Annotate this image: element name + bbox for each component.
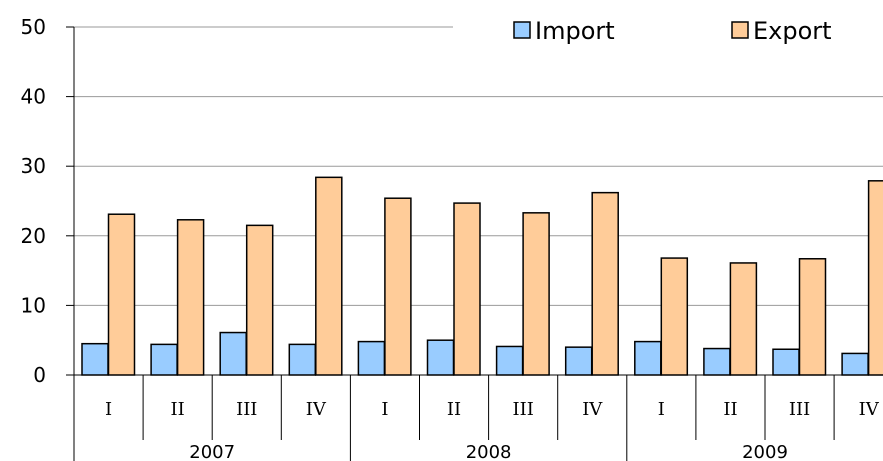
bar-export	[591, 191, 619, 376]
y-tick-label: 10	[21, 293, 46, 317]
bar-export	[867, 180, 883, 376]
bar-export	[522, 212, 550, 376]
bar-import	[772, 348, 800, 376]
quarter-label: II	[447, 399, 461, 420]
bar-import	[426, 339, 455, 376]
quarter-label: III	[789, 399, 810, 420]
bar-import	[357, 340, 386, 376]
y-tick-label: 20	[21, 224, 46, 248]
bar-import	[841, 352, 869, 376]
quarter-label: III	[236, 399, 257, 420]
year-label: 2007	[189, 442, 235, 461]
quarter-label: I	[105, 399, 112, 420]
bar-export	[798, 258, 827, 376]
y-tick-label: 50	[21, 15, 46, 39]
bar-import	[564, 346, 593, 376]
bar-import	[288, 343, 317, 376]
y-tick-label: 40	[21, 85, 46, 109]
quarter-label: IV	[306, 399, 327, 420]
quarter-label: II	[723, 399, 737, 420]
bar-export	[245, 224, 274, 376]
quarter-label: II	[171, 399, 185, 420]
legend-swatch-export	[731, 21, 749, 39]
legend-label-import: Import	[535, 17, 615, 45]
bar-export	[107, 213, 136, 376]
bar-import	[495, 345, 524, 376]
legend-swatch-import	[513, 21, 531, 39]
bar-export	[729, 262, 758, 376]
quarter-label: I	[658, 399, 665, 420]
y-tick-labels: 0 10 20 30 40 50	[21, 15, 46, 387]
legend: Import Export	[453, 8, 883, 54]
bar-export	[453, 202, 481, 376]
bar-export	[660, 257, 689, 376]
bar-import	[81, 342, 109, 376]
quarter-label: III	[512, 399, 533, 420]
bar-export	[176, 219, 205, 376]
quarter-label: I	[381, 399, 388, 420]
quarter-label: IV	[582, 399, 603, 420]
year-label: 2008	[466, 442, 512, 461]
y-tick-label: 0	[33, 363, 46, 387]
legend-label-export: Export	[753, 17, 832, 45]
bars	[81, 176, 883, 376]
bar-import	[219, 331, 247, 376]
bar-export	[315, 176, 343, 376]
bar-import	[703, 347, 731, 376]
y-tick-label: 30	[21, 154, 46, 178]
axes	[73, 27, 883, 461]
bar-import	[634, 340, 662, 376]
year-label: 2009	[742, 442, 788, 461]
bar-import	[150, 343, 178, 376]
bar-export	[384, 197, 412, 376]
quarter-label: IV	[859, 399, 880, 420]
